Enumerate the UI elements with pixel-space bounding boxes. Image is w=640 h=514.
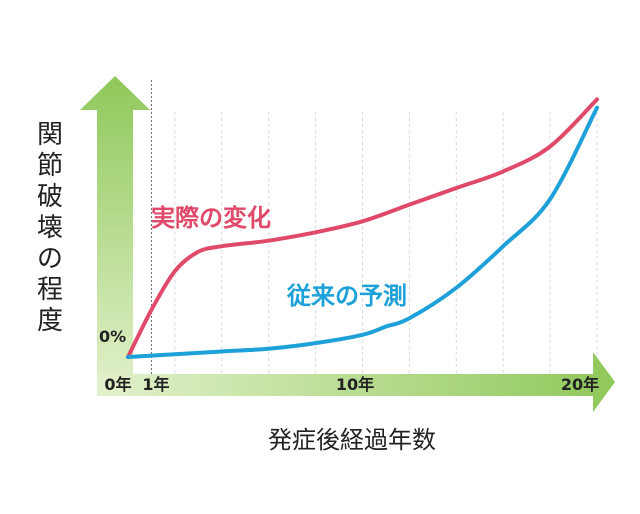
x-axis-arrow xyxy=(97,352,615,412)
y-axis-label-char: 節 xyxy=(37,151,63,181)
series-lines xyxy=(126,97,599,359)
y-tick-label: 0% xyxy=(99,327,126,346)
y-axis-label-char: 関 xyxy=(37,120,63,150)
y-axis-label-char: 破 xyxy=(37,182,63,212)
y-axis-label-char: 度 xyxy=(37,306,63,336)
y-axis-label-char: 程 xyxy=(37,275,63,305)
x-axis-label: 発症後経過年数 xyxy=(268,426,436,454)
y-axis-label-char: の xyxy=(37,244,63,274)
x-tick-label: 20年 xyxy=(561,375,599,394)
series-line-predicted xyxy=(126,105,599,359)
x-tick-label: 10年 xyxy=(336,375,374,394)
x-tick-label: 1年 xyxy=(142,375,169,394)
y-axis-label-char: 壊 xyxy=(37,213,63,243)
series-label-predicted: 従来の予測 xyxy=(286,282,407,310)
x-tick-label: 0年 xyxy=(104,375,131,394)
series-label-actual: 実際の変化 xyxy=(151,204,271,232)
gridlines xyxy=(150,80,598,374)
series-line-actual xyxy=(126,97,599,359)
x-tick-labels: 0年 1年 10年 20年 xyxy=(104,375,599,394)
y-axis-arrow xyxy=(80,76,150,396)
